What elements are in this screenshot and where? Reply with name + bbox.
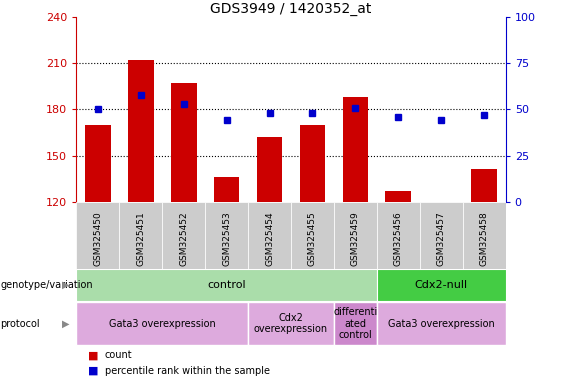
Bar [377,202,420,269]
Bar [377,270,506,301]
Bar [162,202,205,269]
Bar [342,97,368,202]
Text: GSM325459: GSM325459 [351,212,360,266]
Text: GSM325457: GSM325457 [437,212,446,266]
Bar [76,302,248,345]
Bar [385,191,411,202]
Bar [171,83,197,202]
Text: ▶: ▶ [62,318,70,329]
Bar [128,60,154,202]
Text: ▶: ▶ [62,280,70,290]
Text: count: count [105,350,132,360]
Bar [420,202,463,269]
Bar [291,202,334,269]
Bar [257,137,282,202]
Text: GSM325450: GSM325450 [93,212,102,266]
Text: differenti
ated
control: differenti ated control [333,307,377,340]
Text: control: control [207,280,246,290]
Bar [463,202,506,269]
Bar [214,177,240,202]
Bar [248,202,291,269]
Text: GSM325453: GSM325453 [222,212,231,266]
Text: GSM325452: GSM325452 [179,212,188,266]
Bar [248,302,334,345]
Text: ■: ■ [88,366,98,376]
Bar [377,302,506,345]
Bar [334,302,377,345]
Bar [76,202,119,269]
Text: GSM325454: GSM325454 [265,212,274,266]
Bar [334,202,377,269]
Text: ■: ■ [88,350,98,360]
Bar [119,202,162,269]
Text: Gata3 overexpression: Gata3 overexpression [109,318,215,329]
Bar [85,125,111,202]
Text: Cdx2-null: Cdx2-null [415,280,468,290]
Text: genotype/variation: genotype/variation [1,280,93,290]
Text: GSM325456: GSM325456 [394,212,403,266]
Text: GSM325458: GSM325458 [480,212,489,266]
Text: GSM325455: GSM325455 [308,212,317,266]
Bar [205,202,248,269]
Text: protocol: protocol [1,318,40,329]
Text: Gata3 overexpression: Gata3 overexpression [388,318,494,329]
Text: Cdx2
overexpression: Cdx2 overexpression [254,313,328,334]
Bar [471,169,497,202]
Bar [76,270,377,301]
Bar [299,125,325,202]
Title: GDS3949 / 1420352_at: GDS3949 / 1420352_at [210,2,372,16]
Text: GSM325451: GSM325451 [136,212,145,266]
Text: percentile rank within the sample: percentile rank within the sample [105,366,270,376]
